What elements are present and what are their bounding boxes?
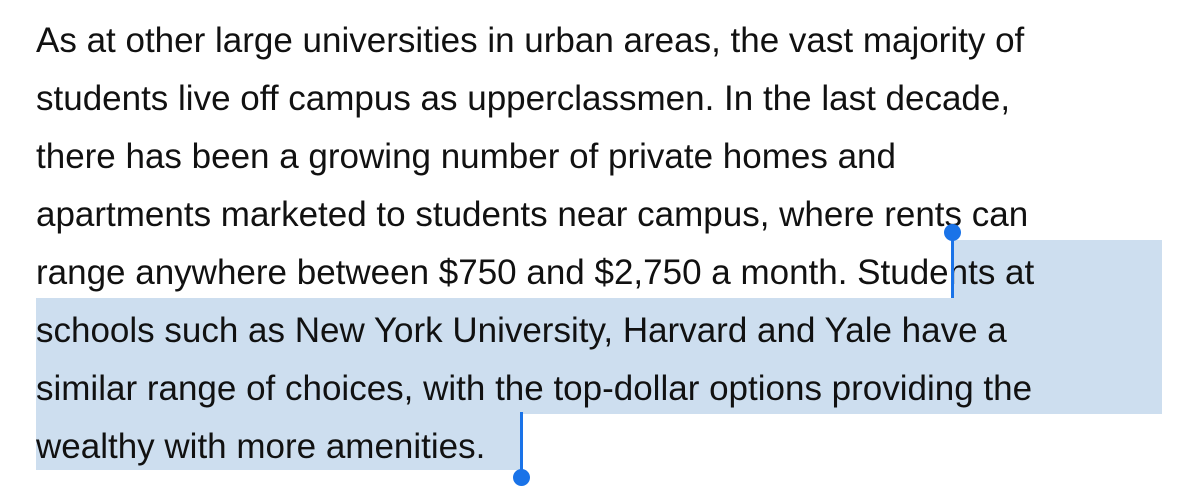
- selected-text: wealthy with more amenities: [36, 427, 476, 466]
- selection-highlight: [36, 298, 1162, 414]
- selection-end-handle[interactable]: [513, 412, 530, 486]
- unselected-text: .: [475, 427, 486, 466]
- unselected-text: range anywhere between $750 and $2,750 a…: [36, 253, 858, 292]
- text-line: there has been a growing number of priva…: [36, 137, 896, 176]
- selection-highlight: [36, 414, 520, 470]
- selected-text: Students at: [857, 253, 1035, 292]
- text-line-selected: schools such as New York University, Har…: [36, 311, 1007, 350]
- selection-highlight: [952, 240, 1162, 298]
- text-line: apartments marketed to students near cam…: [36, 195, 1029, 234]
- text-line: As at other large universities in urban …: [36, 21, 1025, 60]
- paragraph[interactable]: As at other large universities in urban …: [36, 12, 1186, 476]
- selection-start-handle[interactable]: [944, 224, 961, 298]
- text-line: wealthy with more amenities.: [36, 418, 1186, 476]
- selection-end-knob[interactable]: [513, 469, 530, 486]
- text-line: range anywhere between $750 and $2,750 a…: [36, 244, 1186, 302]
- text-line-selected: similar range of choices, with the top-d…: [36, 369, 1033, 408]
- selection-start-knob[interactable]: [944, 224, 961, 241]
- text-line: students live off campus as upperclassme…: [36, 79, 1011, 118]
